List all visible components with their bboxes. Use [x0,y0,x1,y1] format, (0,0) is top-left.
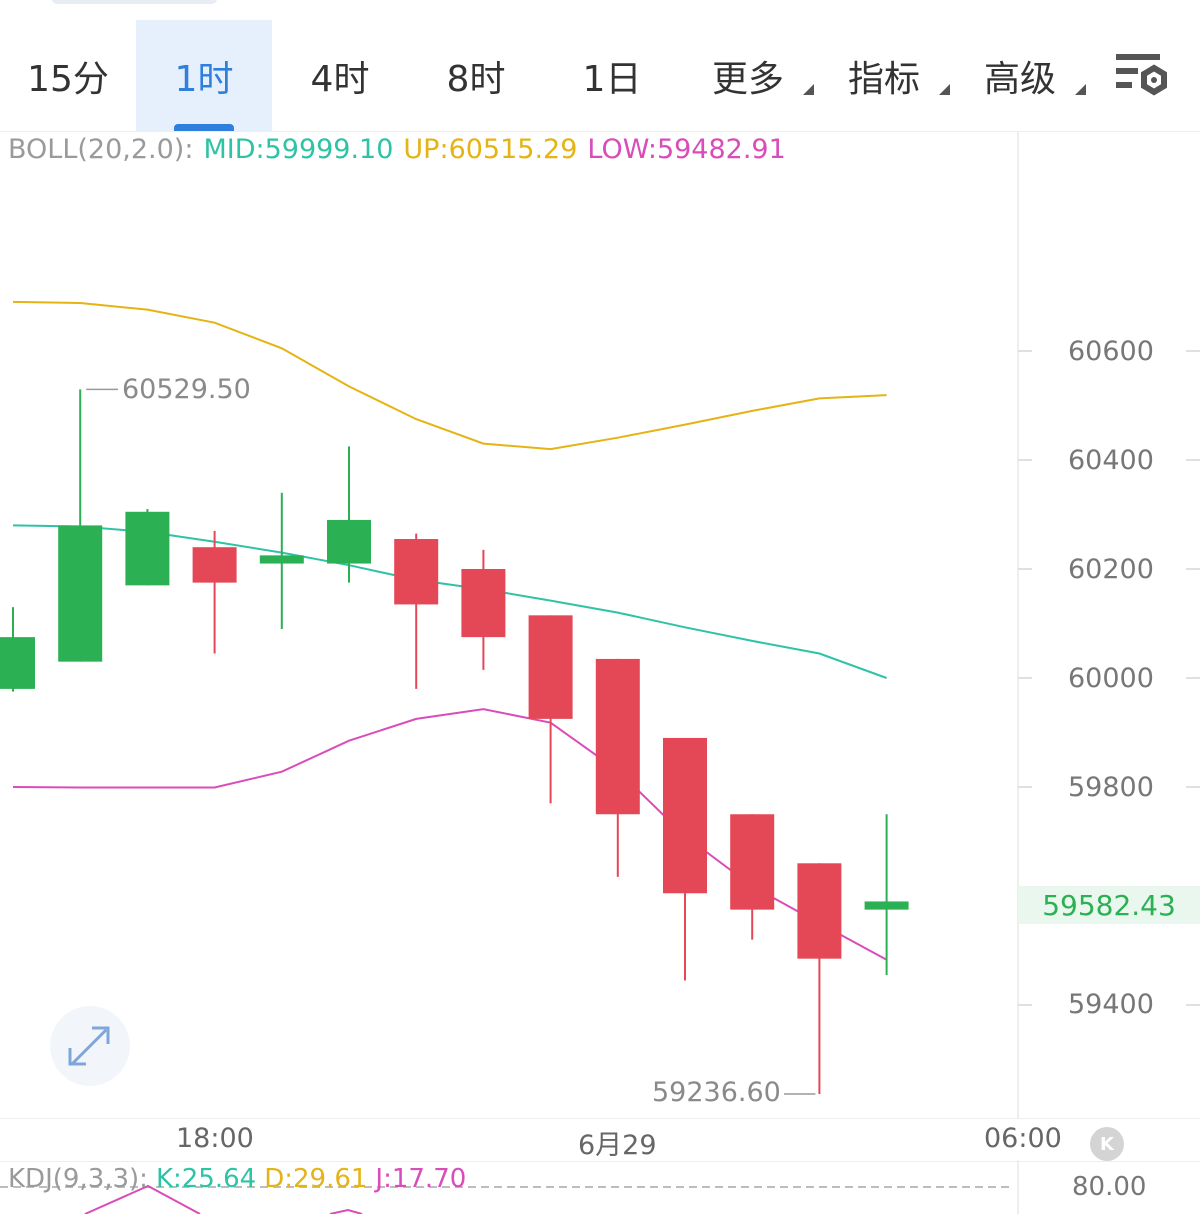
candle-body-down [663,737,707,894]
tab-15min[interactable]: 15分 [0,20,136,131]
top-scroll-pill [52,0,217,4]
candlestick-chart[interactable] [0,0,1200,1118]
high-price-marker: 60529.50 [122,374,251,405]
dropdown-corner-icon [1075,84,1086,95]
candles [0,389,909,1095]
tab-label: 15分 [27,58,109,100]
boll-up-line [12,300,887,451]
k-toggle-button[interactable]: K [1090,1127,1124,1161]
tab-indicators-dropdown[interactable]: 指标 [816,20,952,131]
low-price-marker: 59236.60 [652,1077,781,1108]
boll-mid: MID:59999.10 [203,134,394,165]
timeframe-tab-bar: 15分 1时 4时 8时 1日 更多 指标 高级 [0,0,1200,132]
time-axis: 18:00 6月29 06:00 K [0,1118,1200,1162]
boll-up: UP:60515.29 [403,134,578,165]
kdj-d-value: D:29.61 [264,1164,368,1194]
candle-body-up [125,511,170,586]
current-price-badge: 59582.43 [1018,886,1200,924]
price-axis-label: 59400 [1068,989,1154,1020]
dropdown-corner-icon [939,84,950,95]
candle-body-down [797,863,842,959]
tab-1h[interactable]: 1时 [136,20,272,131]
candle-body-down [461,569,506,638]
boll-low: LOW:59482.91 [587,134,786,165]
kdj-j-line-segment [329,1208,363,1214]
time-axis-label: 06:00 [984,1123,1062,1154]
chart-settings-button[interactable] [1110,48,1174,104]
fullscreen-button[interactable] [50,1006,130,1086]
time-axis-label: 6月29 [578,1130,657,1161]
tab-label: 4时 [310,58,370,100]
tab-more-dropdown[interactable]: 更多 [680,20,816,131]
kdj-label: KDJ(9,3,3): [8,1164,148,1194]
tab-8h[interactable]: 8时 [408,20,544,131]
kdj-k-value: K:25.64 [155,1164,257,1194]
tab-1d[interactable]: 1日 [544,20,680,131]
list-settings-icon [1116,54,1167,96]
tab-label: 8时 [446,58,506,100]
candle-body-down [394,539,439,605]
candle-body-up [58,525,103,662]
candle-body-up [0,637,35,689]
kdj-chart [0,1160,1019,1214]
expand-arrows-icon [68,1026,110,1066]
kdj-legend: KDJ(9,3,3): K:25.64 D:29.61 J:17.70 [8,1164,474,1194]
boll-label: BOLL(20,2.0): [8,134,194,165]
price-axis-label: 59800 [1068,772,1154,803]
price-axis-label: 60200 [1068,554,1154,585]
kdj-axis-label: 80.00 [1072,1172,1147,1202]
tab-label: 1时 [174,58,234,100]
tab-label: 更多 [711,58,784,100]
tab-4h[interactable]: 4时 [272,20,408,131]
candle-body-down [595,658,640,815]
tab-label: 高级 [983,58,1056,100]
dropdown-corner-icon [803,84,814,95]
kdj-j-value: J:17.70 [375,1164,467,1194]
candle-body-down [528,615,573,719]
price-axis-label: 60600 [1068,336,1154,367]
candle-body-up [259,555,304,564]
kdj-j-line [84,1184,201,1214]
candle-body-down [730,814,775,910]
high-low-marker-lines [86,388,816,1095]
active-tab-indicator [174,124,234,131]
price-axis-label: 60400 [1068,445,1154,476]
boll-legend: BOLL(20,2.0): MID:59999.10 UP:60515.29 LOW:… [8,134,796,165]
candle-body-down [192,547,237,583]
time-axis-label: 18:00 [176,1123,254,1154]
candle-body-up [864,901,909,910]
tab-label: 指标 [847,58,920,100]
tab-advanced-dropdown[interactable]: 高级 [952,20,1088,131]
price-axis-label: 60000 [1068,663,1154,694]
tab-label: 1日 [582,58,642,100]
candle-body-up [327,519,371,564]
